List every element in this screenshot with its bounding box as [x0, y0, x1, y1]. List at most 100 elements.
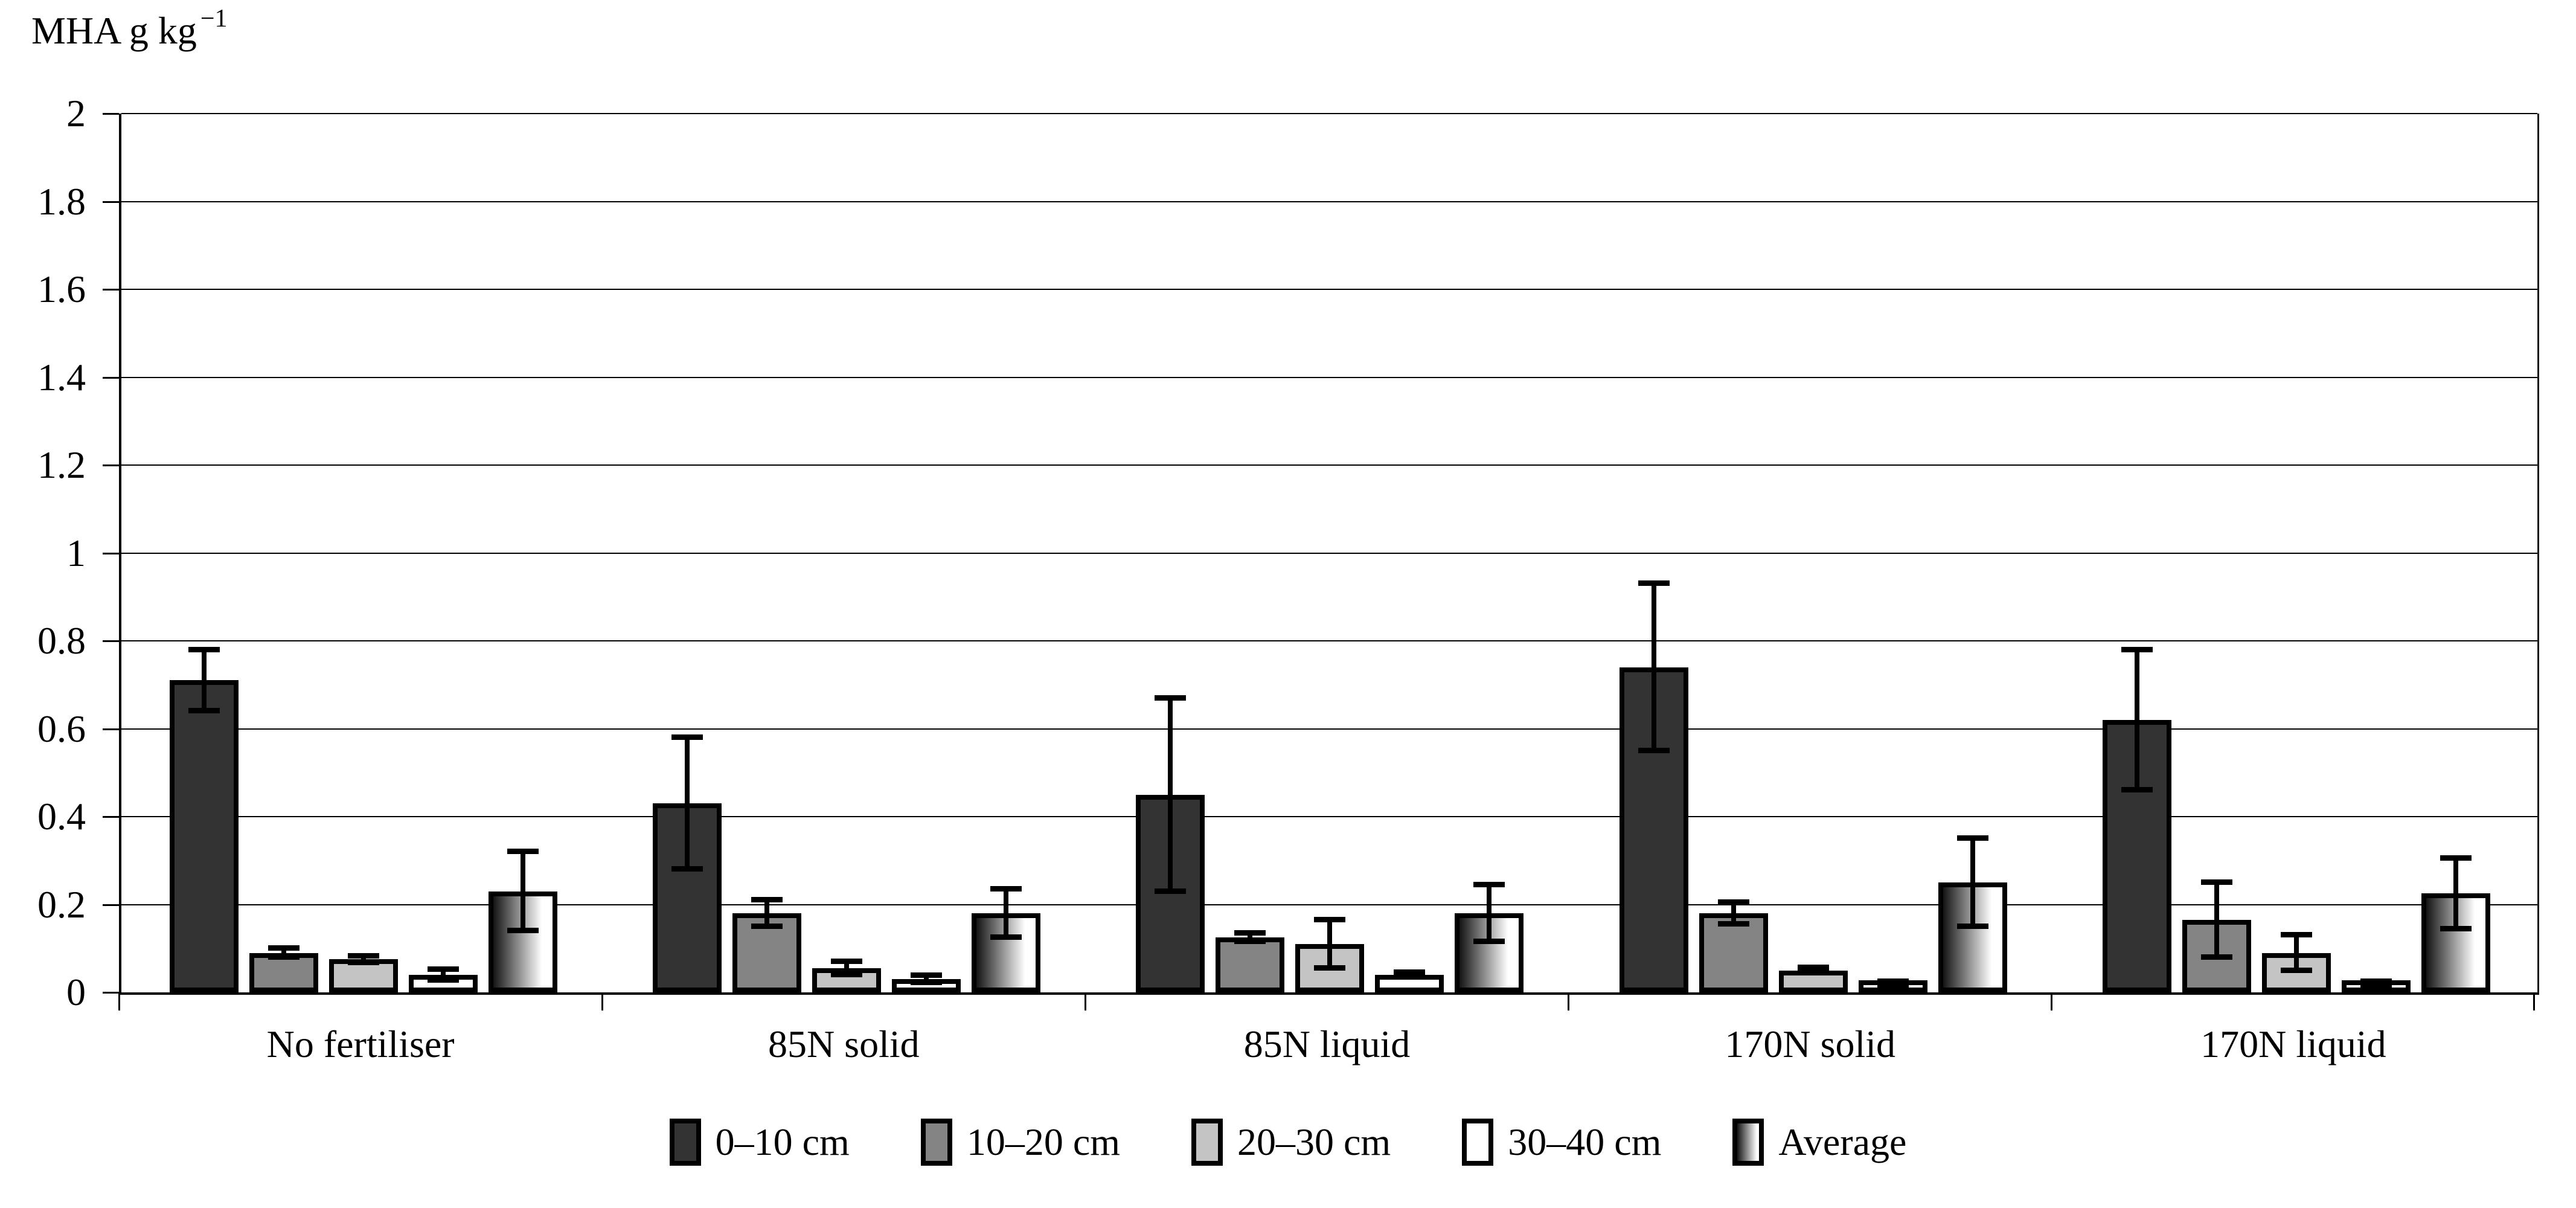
error-bar-cap-top [1394, 969, 1426, 975]
legend-label: 0–10 cm [715, 1120, 850, 1163]
y-tick-label: 1.6 [37, 268, 86, 310]
y-tick-mark [103, 113, 119, 115]
y-tick-mark [103, 201, 119, 203]
error-bar-stem [281, 948, 286, 957]
error-bar-cap-bottom [2121, 787, 2153, 793]
y-axis-title: MHA g kg −1 [31, 5, 228, 52]
error-bar-cap-bottom [1877, 983, 1909, 989]
legend-label: 20–30 cm [1237, 1120, 1391, 1163]
x-tick-mark [2533, 994, 2535, 1010]
y-tick-mark [103, 464, 119, 466]
error-bar-stem [764, 900, 770, 927]
error-bar-cap-bottom [911, 980, 943, 985]
error-bar-stem [2214, 882, 2219, 957]
x-category-label: 170N solid [1725, 1023, 1896, 1065]
error-bar-cap-top [990, 886, 1022, 892]
error-bar-stem [521, 852, 525, 931]
y-tick-mark [103, 552, 119, 554]
y-tick-label: 1.2 [37, 443, 86, 486]
error-bar-stem [1731, 902, 1736, 925]
legend-swatch-0–10-cm [669, 1119, 701, 1166]
y-axis-title-text: MHA g kg [31, 9, 197, 52]
error-bar-cap-bottom [348, 960, 379, 966]
error-bar-cap-bottom [1956, 923, 1988, 929]
error-bar-cap-top [2280, 932, 2312, 938]
x-category-label: No fertiliser [266, 1023, 455, 1065]
error-bar-cap-top [428, 966, 459, 972]
y-tick-label: 2 [66, 92, 86, 135]
legend-entry: 30–40 cm [1462, 1119, 1661, 1166]
error-bar-cap-bottom [2440, 925, 2472, 931]
error-bar-cap-top [1638, 580, 1670, 586]
legend-entry: 0–10 cm [669, 1119, 850, 1166]
x-tick-mark [1568, 994, 1570, 1010]
error-bar-cap-top [1473, 881, 1505, 887]
gridline [121, 464, 2537, 466]
y-tick-mark [103, 816, 119, 818]
error-bar-cap-bottom [1717, 921, 1749, 927]
x-tick-mark [2051, 994, 2053, 1010]
legend-entry: 20–30 cm [1191, 1119, 1391, 1166]
y-tick-mark [103, 376, 119, 379]
y-tick-mark [103, 904, 119, 906]
error-bar-cap-top [2200, 879, 2232, 885]
y-axis-title-exponent: −1 [200, 5, 228, 33]
error-bar-cap-top [1314, 916, 1346, 922]
error-bar-cap-top [348, 953, 379, 959]
bar-Average [489, 891, 557, 992]
error-bar-stem [1487, 884, 1492, 942]
y-tick-label: 0 [66, 971, 86, 1014]
error-bar-cap-bottom [990, 934, 1022, 940]
error-bar-cap-bottom [188, 708, 220, 714]
error-bar-stem [1651, 583, 1656, 751]
legend-swatch-30–40-cm [1462, 1119, 1494, 1166]
error-bar-stem [1248, 933, 1253, 942]
legend-label: 30–40 cm [1508, 1120, 1662, 1163]
error-bar-cap-top [2121, 646, 2153, 652]
error-bar-cap-bottom [2280, 967, 2312, 973]
error-bar-cap-top [2360, 978, 2392, 984]
legend-swatch-20–30-cm [1191, 1119, 1223, 1166]
error-bar-stem [1004, 889, 1009, 938]
error-bar-cap-top [1797, 965, 1829, 971]
error-bar-cap-bottom [1473, 939, 1505, 945]
error-bar-cap-bottom [268, 954, 300, 960]
error-bar-stem [1168, 698, 1173, 892]
gridline [121, 289, 2537, 290]
bar-10–20-cm [732, 913, 802, 992]
gridline [121, 113, 2537, 114]
x-category-label: 85N solid [767, 1023, 920, 1065]
error-bar-cap-top [507, 849, 539, 855]
y-tick-label: 1 [66, 531, 86, 574]
y-tick-mark [103, 728, 119, 730]
y-tick-mark [103, 992, 119, 994]
error-bar-stem [361, 956, 366, 963]
y-tick-label: 1.4 [37, 355, 86, 399]
legend-swatch-Average [1732, 1119, 1764, 1166]
error-bar-cap-bottom [751, 923, 783, 929]
y-tick-label: 0.8 [37, 619, 86, 662]
legend-label: 10–20 cm [966, 1120, 1120, 1163]
gridline [121, 376, 2537, 378]
y-tick-label: 0.2 [37, 882, 86, 926]
legend-entry: Average [1732, 1119, 1906, 1166]
y-tick-mark [103, 640, 119, 642]
error-bar-stem [2134, 649, 2139, 791]
plot-area [119, 113, 2539, 995]
error-bar-cap-bottom [1638, 747, 1670, 753]
y-tick-label: 1.8 [37, 179, 86, 223]
legend-label: Average [1778, 1120, 1907, 1163]
gridline [121, 640, 2537, 641]
gridline [121, 728, 2537, 730]
error-bar-cap-top [268, 945, 300, 951]
x-category-label: 170N liquid [2200, 1023, 2386, 1065]
error-bar-cap-bottom [1394, 974, 1426, 980]
bar-10–20-cm [1216, 937, 1285, 992]
bar-0–10-cm [2102, 719, 2171, 992]
error-bar-cap-bottom [2360, 983, 2392, 989]
legend-swatch-10–20-cm [920, 1119, 952, 1166]
y-tick-label: 0.6 [37, 707, 86, 750]
error-bar-cap-bottom [1314, 965, 1346, 971]
error-bar-cap-top [1956, 835, 1988, 841]
